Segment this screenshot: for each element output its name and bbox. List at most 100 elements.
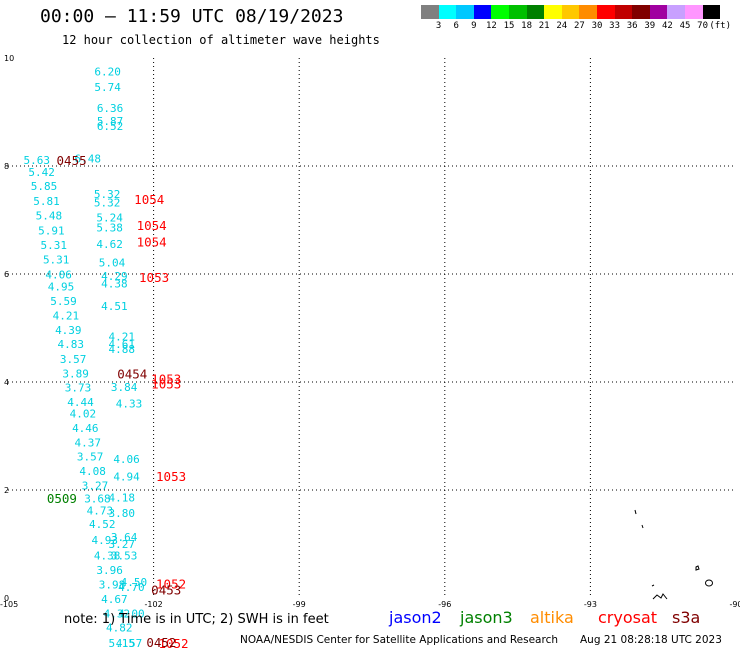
- wave-height-value: 4.82: [106, 622, 132, 635]
- lon-tick-label: -102: [145, 600, 163, 609]
- lon-tick-label: -105: [0, 600, 18, 609]
- colorbar-swatch: [544, 5, 562, 19]
- wave-height-value: 3.27: [108, 538, 134, 551]
- wave-height-value: 4.33: [116, 398, 143, 411]
- colorbar-label: 36: [626, 21, 638, 31]
- wave-height-value: 4.21: [53, 310, 80, 323]
- wave-height-value: 4.88: [108, 343, 134, 356]
- wave-height-value: 4.51: [101, 300, 128, 313]
- wave-height-value: 4.08: [79, 465, 106, 478]
- wave-height-value: 5.42: [28, 166, 55, 179]
- wave-height-value: 3.57: [60, 353, 86, 366]
- map-subtitle: 12 hour collection of altimeter wave hei…: [62, 33, 380, 47]
- wave-height-value: 4.02: [70, 407, 97, 420]
- colorbar-swatch: [491, 5, 509, 19]
- wave-height-value: 6.20: [94, 66, 121, 79]
- wave-height-value: 5.48: [36, 210, 63, 223]
- wave-height-value: 4.83: [58, 338, 84, 351]
- wave-height-value: 4.21: [108, 331, 134, 344]
- wave-height-value: 5.15: [108, 637, 134, 650]
- wave-height-value: 5.59: [50, 295, 77, 308]
- colorbar-label: 24: [556, 21, 568, 31]
- wave-height-value: 4.46: [72, 422, 99, 435]
- wave-height-value: 4.70: [118, 581, 145, 594]
- colorbar-label: 33: [609, 21, 621, 31]
- wave-height-value: 3.89: [62, 367, 88, 380]
- lon-tick-label: -93: [584, 600, 597, 609]
- island-outlines: [634, 509, 713, 600]
- wave-height-value: 6.36: [97, 102, 124, 115]
- wave-height-value: 3.96: [96, 564, 123, 577]
- wave-height-value: 3.53: [111, 549, 137, 562]
- legend-item-jason2: jason2: [389, 608, 442, 627]
- colorbar-swatch: [702, 5, 721, 19]
- colorbar-swatch: [596, 5, 615, 19]
- wave-height-value: 5.31: [43, 253, 70, 266]
- wave-height-value: 5.85: [31, 180, 58, 193]
- lat-tick-label: 0: [4, 594, 9, 603]
- wave-height-value: 5.91: [38, 224, 65, 237]
- wave-height-value: 6.48: [74, 152, 101, 165]
- wave-height-value: 3.73: [65, 381, 92, 394]
- wave-height-value: 4.93: [91, 534, 118, 547]
- wave-height-value: 4.06: [113, 453, 140, 466]
- colorbar-label: 42: [661, 21, 673, 31]
- wave-height-value: 5.63: [24, 154, 51, 167]
- wave-height-value: 3.27: [82, 480, 109, 493]
- wave-height-value: 4.18: [108, 492, 134, 505]
- colorbar-label: 9: [471, 21, 477, 31]
- wave-height-value: 5.81: [33, 195, 60, 208]
- wave-height-value: 3.84: [111, 381, 138, 394]
- wave-height-value: 3.64: [111, 531, 138, 544]
- lon-tick-label: -96: [438, 600, 451, 609]
- wave-height-colorbar: [421, 5, 721, 21]
- colorbar-label: 45: [679, 21, 691, 31]
- colorbar-label: 30: [591, 21, 603, 31]
- wave-height-value: 5.24: [96, 211, 123, 224]
- wave-height-value: 6.52: [97, 120, 124, 133]
- wave-height-value: 5.04: [99, 257, 126, 270]
- wave-height-value: 4.38: [101, 278, 128, 291]
- wave-height-value: 4.00: [118, 608, 145, 621]
- wave-height-value: 4.29: [101, 270, 128, 283]
- wave-height-value: 3.68: [84, 493, 111, 506]
- wave-height-value: 4.44: [67, 396, 94, 409]
- colorbar-label: 6: [453, 21, 459, 31]
- colorbar-swatch: [649, 5, 668, 19]
- wave-height-value: 5.31: [41, 239, 68, 252]
- wave-height-value: 5.38: [96, 222, 123, 235]
- wave-height-value: 4.95: [48, 280, 75, 293]
- wave-height-value: 3.57: [77, 451, 104, 464]
- colorbar-swatch: [579, 5, 597, 19]
- pass-time-label: 1052: [156, 577, 186, 592]
- legend-item-s3a: s3a: [672, 608, 701, 627]
- colorbar-label: (ft): [709, 21, 732, 31]
- pass-time-label: 0455: [57, 153, 87, 168]
- generation-timestamp: Aug 21 08:28:18 UTC 2023: [580, 634, 722, 646]
- colorbar-swatch: [438, 5, 457, 19]
- lon-tick-label: -90: [729, 600, 740, 609]
- pass-time-label: 0453: [151, 582, 181, 597]
- colorbar-label: 21: [538, 21, 550, 31]
- wave-height-value: 3.98: [99, 579, 126, 592]
- legend-item-altika: altika: [530, 608, 574, 627]
- colorbar-swatch: [421, 5, 439, 19]
- colorbar-swatch: [632, 5, 650, 19]
- wave-height-value: 4.73: [87, 505, 114, 518]
- wave-height-value: 4.06: [45, 269, 72, 282]
- pass-time-label: 1053: [151, 371, 181, 386]
- wave-height-value: 4.52: [89, 518, 116, 531]
- pass-time-label: 1052: [158, 636, 188, 650]
- wave-height-value: 5.32: [94, 188, 121, 201]
- pass-time-label: 0452: [146, 635, 176, 650]
- lat-tick-label: 10: [4, 54, 14, 63]
- pass-time-label: 1054: [134, 192, 164, 207]
- wave-height-value: 4.94: [113, 471, 140, 484]
- colorbar-swatch: [456, 5, 474, 19]
- colorbar-swatch: [526, 5, 545, 19]
- map-title: 00:00 — 11:59 UTC 08/19/2023: [40, 6, 344, 27]
- colorbar-swatch: [561, 5, 580, 19]
- lat-tick-label: 6: [4, 270, 9, 279]
- footer-note: note: 1) Time is in UTC; 2) SWH is in fe…: [64, 612, 329, 627]
- lat-tick-label: 2: [4, 486, 9, 495]
